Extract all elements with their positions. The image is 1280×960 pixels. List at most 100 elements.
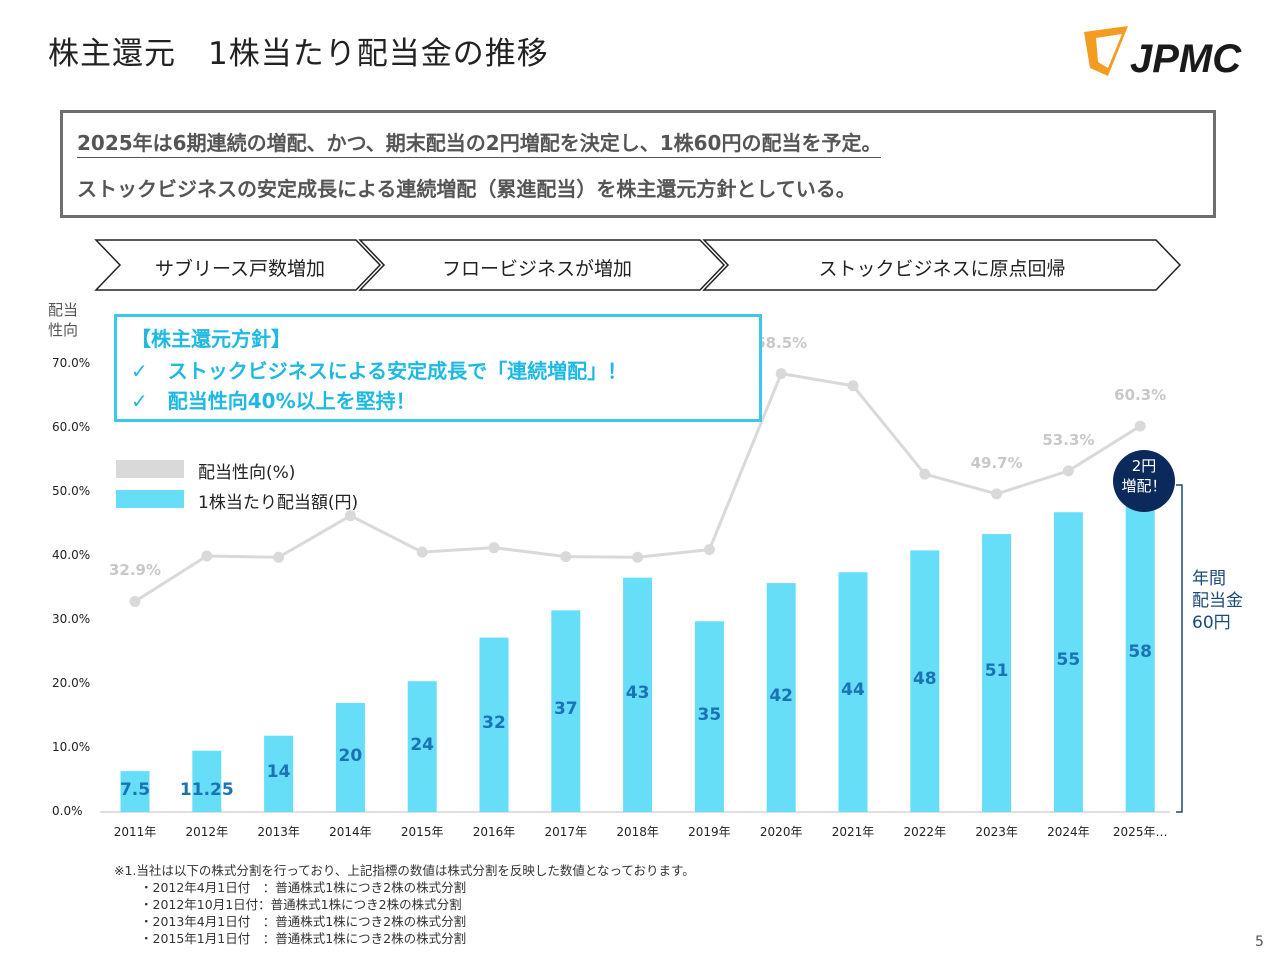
payout-ratio-point xyxy=(703,544,715,556)
x-tick-label: 2013年 xyxy=(257,825,300,839)
summary-box: 2025年は6期連続の増配、かつ、期末配当の2円増配を決定し、1株60円の配当を… xyxy=(60,110,1216,218)
phase-label-3: ストックビジネスに原点回帰 xyxy=(818,258,1066,280)
bar-value-label: 43 xyxy=(625,682,650,703)
bar-value-label: 42 xyxy=(769,685,794,706)
phase-arrow-3 xyxy=(702,239,1182,291)
y-tick-label: 30.0% xyxy=(52,612,91,626)
phase-arrow-1 xyxy=(94,239,382,291)
footnote: ※1.当社は以下の株式分割を行っており、上記指標の数値は株式分割を反映した数値と… xyxy=(114,862,695,947)
bar-value-label: 14 xyxy=(266,761,291,782)
y-tick-label: 70.0% xyxy=(52,356,91,370)
payout-ratio-point xyxy=(847,380,859,392)
x-tick-label: 2018年 xyxy=(616,825,659,839)
payout-ratio-point xyxy=(344,510,356,522)
company-logo: JPMC xyxy=(1084,26,1242,80)
dividend-bar xyxy=(766,583,796,812)
payout-ratio-point xyxy=(416,546,428,558)
footnote-item: ・2013年4月1日付 ：普通株式1株につき2株の株式分割 xyxy=(140,914,467,929)
dividend-bar xyxy=(1125,495,1155,812)
annual-dividend-note: 年間 配当金 60円 xyxy=(1192,568,1272,634)
x-tick-label: 2014年 xyxy=(329,825,372,839)
dividend-bar xyxy=(335,703,365,812)
payout-ratio-point xyxy=(775,368,787,380)
x-tick-label: 2022年 xyxy=(903,825,947,839)
payout-ratio-point xyxy=(273,551,285,563)
dividend-bar xyxy=(479,637,509,812)
phase-arrow-2 xyxy=(358,239,726,291)
dividend-bar xyxy=(120,771,150,812)
x-tick-label: 2015年 xyxy=(400,825,444,839)
x-tick-label: 2019年 xyxy=(688,825,731,839)
dividend-bar xyxy=(982,534,1012,812)
x-tick-label: 2020年 xyxy=(759,825,803,839)
dividend-bar xyxy=(838,572,868,812)
payout-ratio-point xyxy=(632,551,644,563)
dividend-bar xyxy=(407,681,437,812)
x-tick-label: 2025年… xyxy=(1112,825,1168,839)
payout-ratio-point xyxy=(488,542,500,554)
dividend-bar xyxy=(623,577,653,812)
page-title: 株主還元 1株当たり配当金の推移 xyxy=(48,36,549,72)
bar-value-label: 11.25 xyxy=(179,780,234,800)
x-tick-label: 2023年 xyxy=(975,825,1018,839)
y-tick-label: 60.0% xyxy=(52,420,91,434)
payout-ratio-point xyxy=(991,488,1003,500)
annual-line-3: 60円 xyxy=(1192,613,1231,633)
footnote-item: ・2015年1月1日付 ：普通株式1株につき2株の株式分割 xyxy=(140,931,467,946)
badge-line-2: 増配！ xyxy=(1121,477,1167,495)
bar-value-label: 51 xyxy=(984,661,1009,682)
dividend-bar xyxy=(192,750,222,812)
badge-line-1: 2円 xyxy=(1131,457,1157,475)
footnote-item: ・2012年10月1日付：普通株式1株につき2株の株式分割 xyxy=(140,897,462,912)
payout-ratio-point xyxy=(1134,420,1146,432)
dividend-bar xyxy=(264,735,294,812)
summary-line-2: ストックビジネスの安定成長による連続増配（累進配当）を株主還元方針としている。 xyxy=(77,177,856,201)
bar-value-label: 48 xyxy=(912,669,937,690)
phase-label-2: フロービジネスが増加 xyxy=(441,258,633,280)
logo-text: JPMC xyxy=(1130,37,1242,80)
summary-line-1: 2025年は6期連続の増配、かつ、期末配当の2円増配を決定し、1株60円の配当を… xyxy=(77,127,882,158)
payout-ratio-point xyxy=(1062,465,1074,477)
increase-badge: 2円 増配！ xyxy=(1113,450,1175,512)
y-tick-label: 50.0% xyxy=(52,484,91,498)
x-tick-label: 2016年 xyxy=(472,825,516,839)
y-axis-title: 配当性向 xyxy=(48,301,79,339)
x-tick-label: 2021年 xyxy=(831,825,875,839)
dividend-bar xyxy=(910,550,940,812)
footnote-intro: ※1.当社は以下の株式分割を行っており、上記指標の数値は株式分割を反映した数値と… xyxy=(114,863,695,878)
bar-value-label: 20 xyxy=(338,745,363,766)
y-tick-label: 20.0% xyxy=(52,676,91,690)
x-tick-label: 2012年 xyxy=(185,825,229,839)
bar-value-label: 7.5 xyxy=(119,780,151,800)
payout-ratio-point xyxy=(919,468,931,480)
bar-value-label: 32 xyxy=(482,712,506,733)
policy-item-1: ✓ ストックビジネスによる安定成長で「連続増配」！ xyxy=(131,359,628,383)
payout-ratio-point xyxy=(560,551,572,563)
payout-ratio-point xyxy=(201,550,213,562)
legend-dividend-swatch xyxy=(116,490,184,508)
annual-line-1: 年間 xyxy=(1192,569,1226,589)
phase-label-1: サブリース戸数増加 xyxy=(154,258,326,280)
annual-line-2: 配当金 xyxy=(1192,591,1243,611)
payout-ratio-label: 49.7% xyxy=(970,453,1023,472)
payout-ratio-label: 60.3% xyxy=(1114,386,1167,405)
payout-ratio-label: 53.3% xyxy=(1042,430,1095,449)
legend-ratio-label: 配当性向(%) xyxy=(198,463,296,483)
dividend-bar xyxy=(551,610,581,812)
policy-item-2: ✓ 配当性向40%以上を堅持！ xyxy=(131,389,416,413)
legend-dividend-label: 1株当たり配当額(円) xyxy=(198,493,359,513)
annual-bracket xyxy=(1176,484,1183,813)
x-tick-label: 2011年 xyxy=(113,825,157,839)
payout-ratio-point xyxy=(129,595,141,607)
payout-ratio-label: 32.9% xyxy=(108,561,162,580)
footnote-item: ・2012年4月1日付 ：普通株式1株につき2株の株式分割 xyxy=(140,880,467,895)
dividend-bar xyxy=(1053,512,1083,812)
y-tick-label: 0.0% xyxy=(52,804,83,818)
policy-heading: 【株主還元方針】 xyxy=(131,327,291,351)
x-tick-label: 2024年 xyxy=(1047,825,1090,839)
policy-box: 【株主還元方針】 ✓ ストックビジネスによる安定成長で「連続増配」！ ✓ 配当性… xyxy=(114,314,762,422)
page-number: 5 xyxy=(1255,934,1264,950)
y-tick-label: 40.0% xyxy=(52,548,91,562)
legend-ratio-swatch xyxy=(116,460,184,478)
